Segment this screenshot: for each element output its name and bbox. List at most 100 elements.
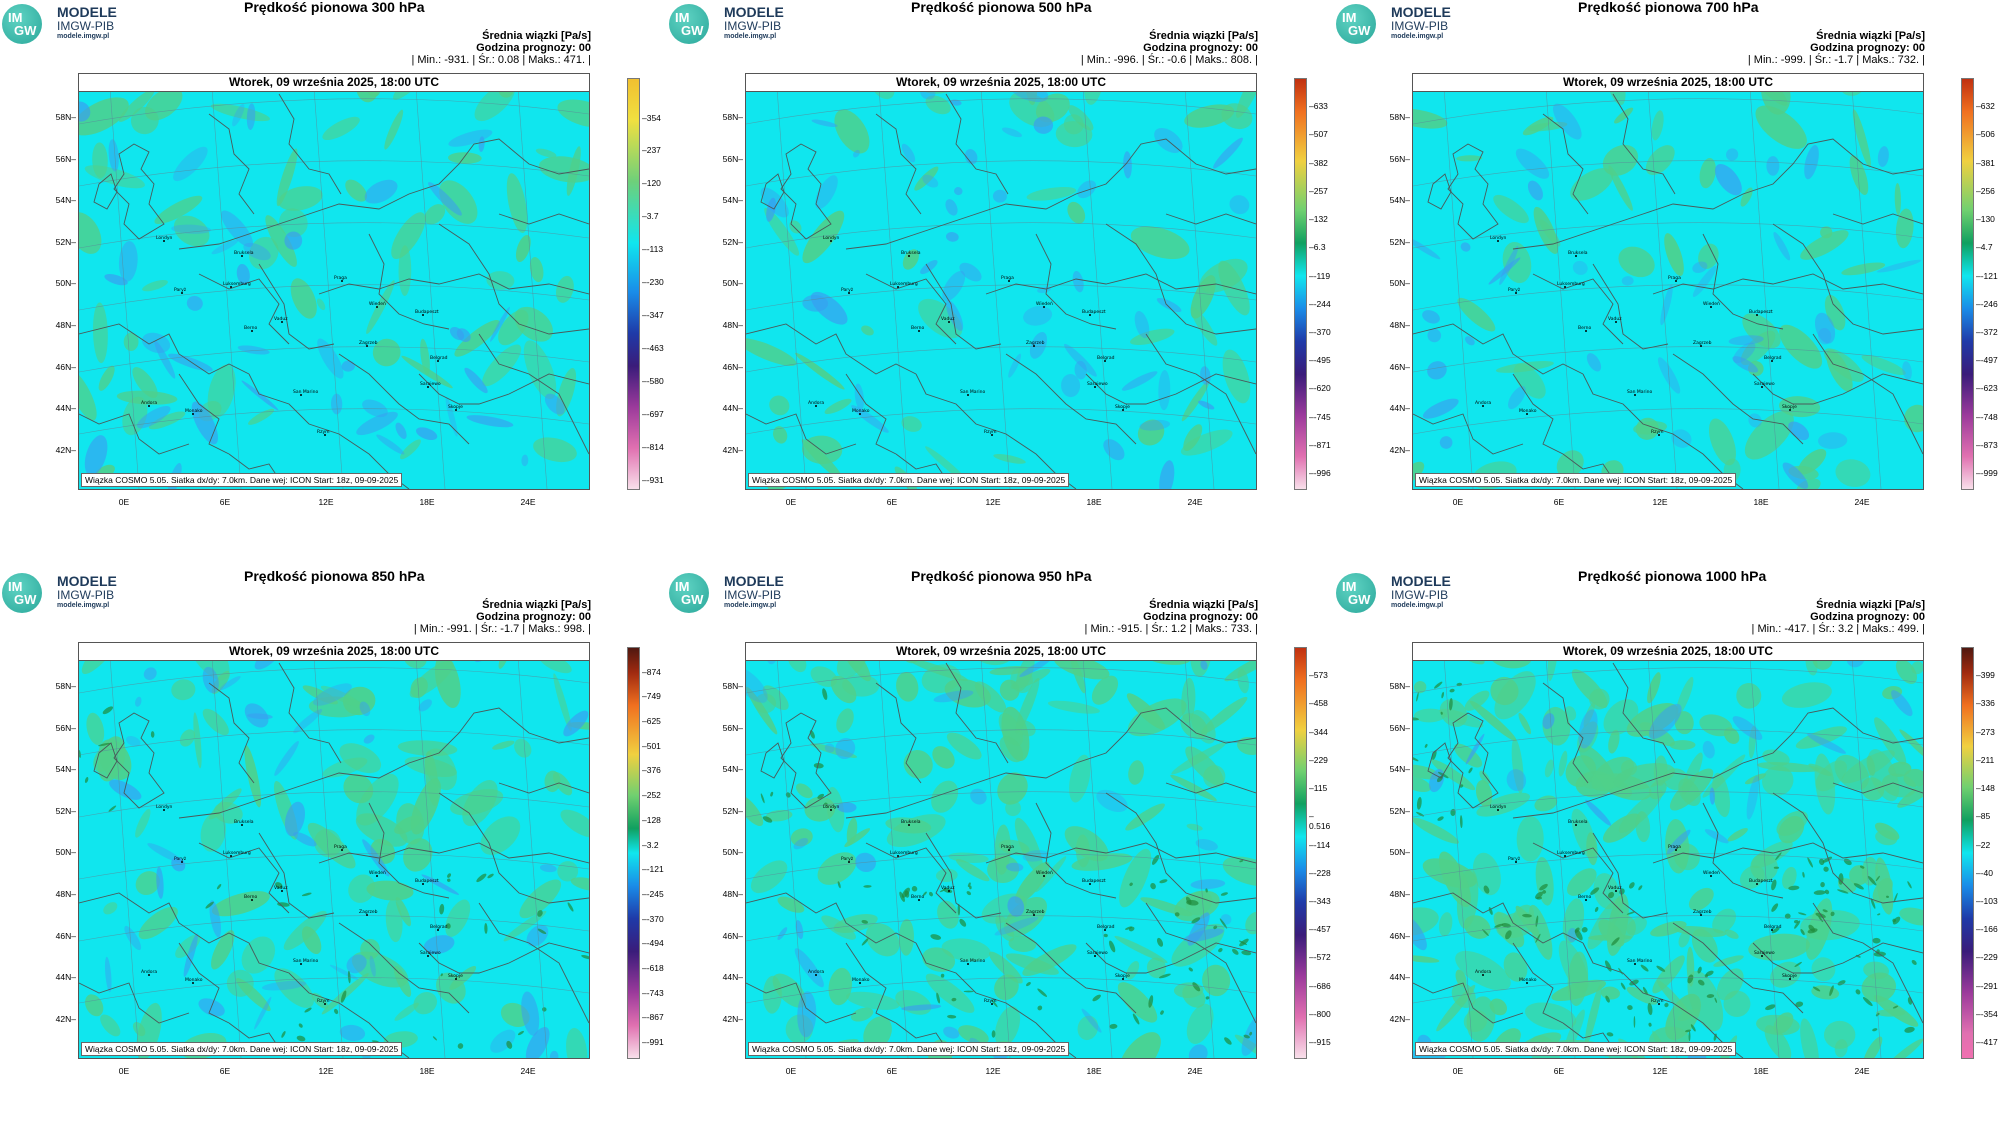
forecast-panel: IM GW MODELE IMGW-PIB modele.imgw.pl Prę…	[0, 0, 667, 569]
logo-mark-top: IM	[675, 579, 690, 594]
lon-tick: 18E	[1086, 1066, 1102, 1076]
city-marker	[859, 982, 861, 984]
colorbar-label: –-166	[1976, 924, 1998, 935]
lat-tick: 58N–	[722, 681, 743, 691]
city-marker	[1710, 306, 1712, 308]
city-label: Rzym	[1651, 998, 1664, 1004]
logo-title: MODELE	[1391, 4, 1451, 20]
imgw-logo-mark: IM GW	[669, 4, 709, 44]
colorbar-label: –-246	[1976, 298, 1998, 309]
city-label: Skopje	[1115, 973, 1130, 979]
colorbar-label: –-800	[1309, 1008, 1331, 1019]
imgw-logo: IM GW MODELE IMGW-PIB modele.imgw.pl	[2, 2, 162, 48]
units-label: Średnia wiązki [Pa/s]	[1149, 30, 1258, 42]
city-marker	[376, 875, 378, 877]
colorbar-label: –625	[642, 716, 661, 727]
city-marker	[1008, 849, 1010, 851]
lat-tick: 48N–	[55, 320, 76, 330]
lat-tick: 54N–	[722, 195, 743, 206]
forecast-panel: IM GW MODELE IMGW-PIB modele.imgw.pl Prę…	[0, 568, 667, 1138]
city-marker	[897, 855, 899, 857]
logo-mark-bottom: GW	[1348, 23, 1371, 38]
colorbar-label: –-40	[1976, 867, 1994, 878]
city-label: Belgrad	[430, 355, 448, 361]
city-marker	[324, 1003, 326, 1005]
lon-tick: 0E	[118, 497, 130, 507]
city-marker	[163, 240, 165, 242]
forecast-panel: IM GW MODELE IMGW-PIB modele.imgw.pl Prę…	[1334, 568, 2000, 1138]
colorbar-label: –-230	[642, 277, 664, 288]
lon-tick: 18E	[419, 1066, 435, 1076]
map-footer: Wiązka COSMO 5.05. Siatka dx/dy: 7.0km. …	[1415, 473, 1737, 487]
colorbar	[1961, 647, 1974, 1059]
colorbar-label: –-113	[642, 244, 664, 255]
lat-tick: 50N–	[55, 278, 76, 289]
lon-tick: 24E	[1187, 497, 1203, 507]
city-label: Zagrzeb	[359, 340, 378, 346]
city-marker	[1008, 280, 1010, 282]
lon-tick: 12E	[1652, 497, 1668, 507]
city-label: Vaduz	[274, 885, 288, 891]
colorbar-label: –-494	[642, 938, 664, 949]
city-marker	[341, 280, 343, 282]
map-area: Wtorek, 09 września 2025, 18:00 UTC Lond…	[1412, 642, 1924, 1059]
panel-title: Prędkość pionowa 700 hPa	[1578, 0, 1759, 15]
city-marker	[1515, 292, 1517, 294]
lat-tick: 46N–	[55, 361, 76, 372]
forecast-hour: Godzina prognozy: 00	[1810, 611, 1925, 623]
colorbar-label: –-417	[1976, 1037, 1998, 1047]
lat-tick: 54N–	[722, 764, 743, 775]
map-date-title: Wtorek, 09 września 2025, 18:00 UTC	[746, 643, 1256, 661]
lon-tick: 0E	[785, 1066, 797, 1076]
colorbar-label: –-871	[1309, 439, 1331, 450]
city-label: Paryż	[1508, 856, 1521, 862]
lat-tick: 58N–	[722, 112, 743, 122]
logo-url: modele.imgw.pl	[724, 602, 777, 609]
city-label: Sarajewo	[420, 381, 441, 387]
city-marker	[1122, 409, 1124, 411]
colorbar-label: –-572	[1309, 952, 1331, 963]
map-area: Wtorek, 09 września 2025, 18:00 UTC Lond…	[745, 642, 1257, 1059]
city-label: Skopje	[1782, 973, 1797, 979]
city-marker	[830, 240, 832, 242]
city-label: Vaduz	[1608, 885, 1622, 891]
imgw-logo: IM GW MODELE IMGW-PIB modele.imgw.pl	[669, 2, 829, 48]
stats-line: | Min.: -999. | Śr.: -1.7 | Maks.: 732. …	[1747, 54, 1925, 66]
colorbar-label: –-743	[642, 987, 664, 998]
logo-mark-top: IM	[8, 10, 23, 25]
lat-tick: 52N–	[1389, 805, 1410, 816]
city-marker	[192, 982, 194, 984]
city-marker	[1675, 280, 1677, 282]
city-label: Praga	[334, 275, 347, 281]
lon-tick: 6E	[886, 497, 898, 507]
city-label: Sarajewo	[1754, 950, 1775, 956]
city-marker	[455, 978, 457, 980]
map-area: Wtorek, 09 września 2025, 18:00 UTC Lond…	[78, 73, 590, 490]
colorbar-label: –4.7	[1976, 242, 1993, 253]
colorbar-label: –22	[1976, 839, 1991, 850]
colorbar-label: –-244	[1309, 298, 1331, 309]
city-marker	[830, 809, 832, 811]
city-label: Berno	[244, 325, 257, 331]
city-marker	[1043, 875, 1045, 877]
colorbar-label: –229	[1309, 754, 1328, 765]
lon-tick: 0E	[1452, 497, 1464, 507]
colorbar-label: –211	[1976, 754, 1995, 765]
city-label: Londyn	[823, 804, 840, 810]
logo-title: MODELE	[57, 4, 117, 20]
stats-line: | Min.: -996. | Śr.: -0.6 | Maks.: 808. …	[1080, 54, 1258, 66]
imgw-logo: IM GW MODELE IMGW-PIB modele.imgw.pl	[2, 571, 162, 617]
city-label: Berno	[1578, 325, 1591, 331]
city-marker	[366, 914, 368, 916]
colorbar-label: –-931	[642, 474, 664, 485]
logo-subtitle: IMGW-PIB	[57, 19, 115, 33]
city-marker	[1043, 306, 1045, 308]
colorbar-label: –-463	[642, 342, 664, 353]
city-marker	[427, 386, 429, 388]
imgw-logo: IM GW MODELE IMGW-PIB modele.imgw.pl	[1336, 571, 1496, 617]
lat-tick: 54N–	[1389, 764, 1410, 775]
lat-tick: 58N–	[55, 112, 76, 122]
lat-tick: 44N–	[1389, 972, 1410, 983]
lat-tick: 46N–	[1389, 361, 1410, 372]
city-marker	[1526, 413, 1528, 415]
